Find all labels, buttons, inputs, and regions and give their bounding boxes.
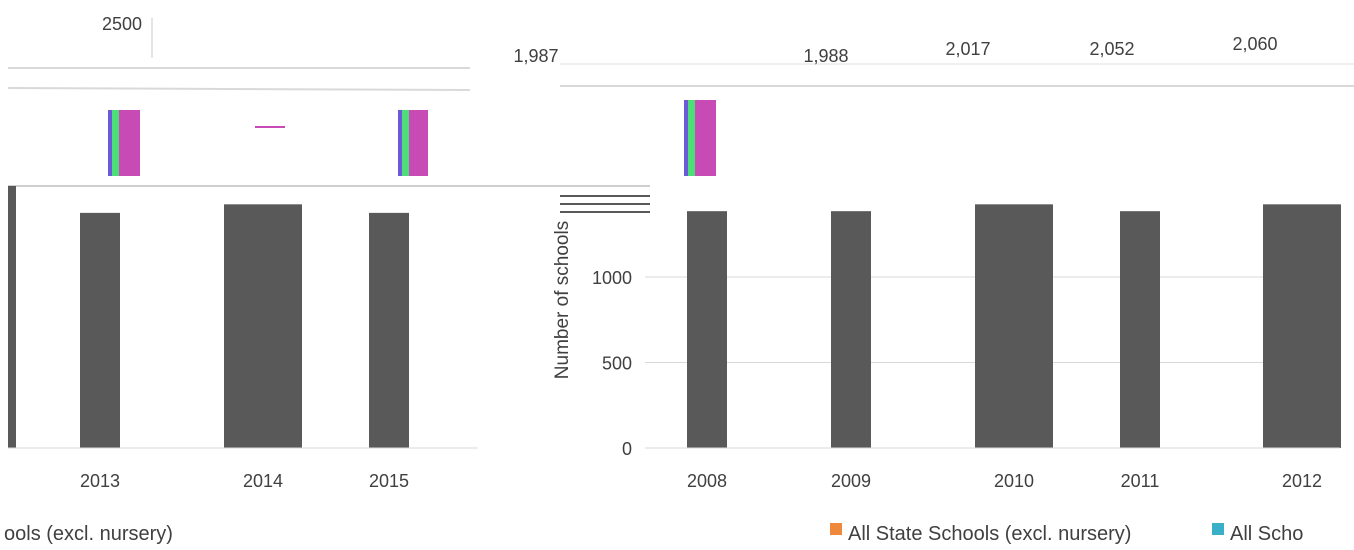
legend-swatch-orange [830,523,842,535]
bar-stripe [409,110,428,176]
bar-2014 [224,204,302,448]
data-label: 2,052 [1089,39,1134,59]
bar-stripe [112,110,119,176]
bar-stripe [108,110,112,176]
bar-stripe [398,110,402,176]
y-axis-title: Number of schools [552,221,573,379]
x-tick-label: 2010 [994,471,1034,491]
x-tick-label: 2011 [1121,471,1160,491]
x-tick-label: 2012 [1282,471,1322,491]
bar-2010 [975,204,1053,448]
chart-panel-right: 0 500 1000 Number of schools 1,987 1,988 2,0… [513,34,1354,545]
x-tick-label: 2009 [831,471,871,491]
bar-2012 [1263,204,1341,448]
y-tick-label: 0 [622,439,632,459]
gridline [7,87,471,91]
bar-stripe [119,110,140,176]
bar-stripe [402,110,409,176]
bar-2013 [80,212,120,448]
y-tick-label-top: 2500 [102,14,142,34]
bar-2011 [1120,211,1160,448]
bar-edge [8,186,16,448]
legend-swatch-teal [1212,523,1224,535]
legend-label: ools (excl. nursery) [4,523,173,545]
data-label: 2,017 [945,39,990,59]
x-tick-label: 2015 [369,471,409,491]
x-tick-label: 2014 [243,471,283,491]
data-label: 1,987 [513,46,558,66]
legend-label: All State Schools (excl. nursery) [848,523,1131,545]
data-label: 1,988 [803,46,848,66]
y-tick-label: 1000 [592,268,632,288]
chart-panel-left: 2500 2013 2014 2015 ools (excl. nursery) [4,14,650,545]
bar-2009 [831,211,871,448]
bar-stripe [695,100,716,176]
bar-stripe [684,100,688,176]
bar-stripe [255,126,285,128]
bar-stripe [688,100,695,176]
legend-label: All Scho [1230,523,1303,545]
data-label: 2,060 [1232,34,1277,54]
bar-2015 [369,212,409,448]
x-tick-label: 2013 [80,471,120,491]
x-tick-label: 2008 [687,471,727,491]
bar-2008 [687,211,727,448]
y-tick-label: 500 [602,354,632,374]
